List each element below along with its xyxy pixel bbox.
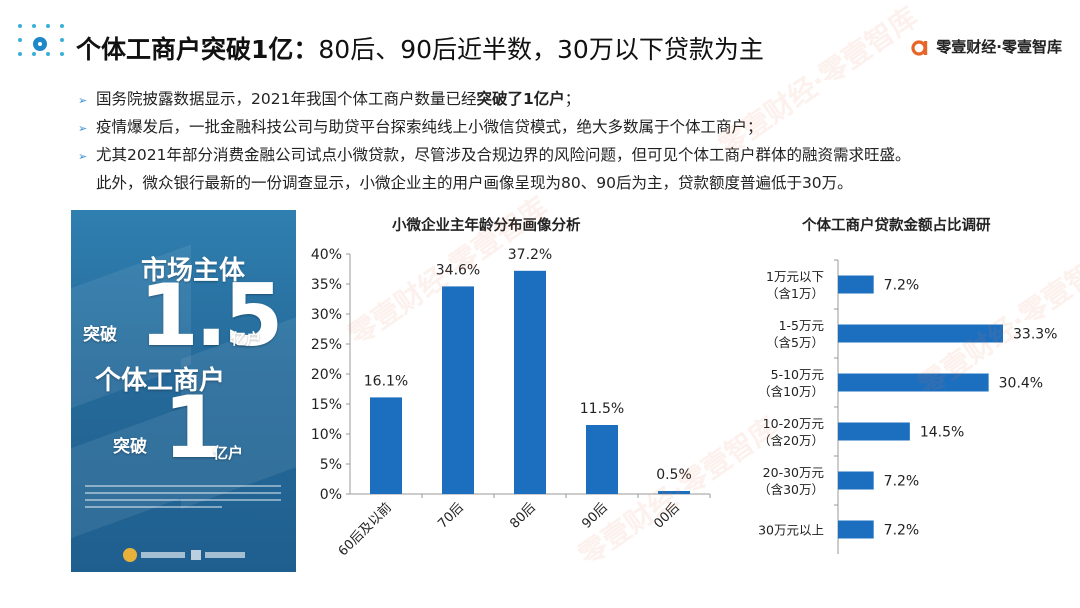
bullet-text-pre: 国务院披露数据显示，2021年我国个体工商户数量已经 [96, 90, 477, 108]
y-tick-label: 15% [311, 397, 342, 413]
arrow-bullet-icon: ➢ [78, 122, 88, 135]
y-tick-label: （含20万） [758, 433, 824, 448]
bullet-list: ➢ 国务院披露数据显示，2021年我国个体工商户数量已经突破了1亿户； ➢ 疫情… [78, 86, 1068, 197]
chart2-title: 个体工商户贷款金额占比调研 [802, 218, 991, 234]
data-label: 34.6% [436, 262, 480, 278]
bar [442, 286, 474, 494]
y-tick-label: 20% [311, 367, 342, 383]
decorative-dot [60, 52, 64, 56]
bullet-item: ➢ 疫情爆发后，一批金融科技公司与助贷平台探索纯线上小微信贷模式，绝大多数属于个… [78, 114, 1068, 142]
y-tick-label: （含30万） [758, 482, 824, 497]
bullet-text-bold: 突破了1亿户 [476, 90, 565, 108]
bar [838, 520, 874, 539]
poster-line1: 市场主体 [141, 256, 246, 286]
x-tick-label: 90后 [579, 500, 610, 531]
data-label: 7.2% [884, 523, 920, 539]
bullet-item: ➢ 国务院披露数据显示，2021年我国个体工商户数量已经突破了1亿户； [78, 86, 1068, 114]
title-bold: 个体工商户突破1亿： [76, 35, 319, 64]
y-tick-label: 40% [311, 247, 342, 263]
data-label: 14.5% [920, 425, 964, 441]
y-tick-label: 10-20万元 [763, 416, 824, 431]
bullet-text: 国务院披露数据显示，2021年我国个体工商户数量已经突破了1亿户； [96, 86, 580, 113]
y-tick-label: 5% [320, 457, 342, 473]
bar [370, 397, 402, 494]
y-tick-label: 5-10万元 [771, 367, 824, 382]
brand: 零壹财经·零壹智库 [910, 36, 1062, 57]
brand-logo-icon [911, 39, 928, 56]
bar [838, 324, 1003, 343]
bar [838, 422, 910, 441]
y-tick-label: （含10万） [758, 384, 824, 399]
bullet-text: 疫情爆发后，一批金融科技公司与助贷平台探索纯线上小微信贷模式，绝大多数属于个体工… [96, 118, 763, 136]
bullet-text: 尤其2021年部分消费金融公司试点小微贷款，尽管涉及合规边界的风险问题，但可见个… [96, 146, 911, 164]
bullet-continuation: 此外，微众银行最新的一份调查显示，小微企业主的用户画像呈现为80、90后为主，贷… [96, 174, 853, 192]
brand-name: 零壹财经·零壹智库 [936, 38, 1062, 56]
y-tick-label: 30% [311, 307, 342, 323]
bar [838, 373, 989, 392]
data-label: 7.2% [884, 278, 920, 294]
y-tick-label: 30万元以上 [758, 523, 824, 538]
decorative-dot [46, 24, 50, 28]
bar [838, 275, 874, 294]
bar [586, 425, 618, 494]
bar [514, 270, 546, 494]
decorative-dot [60, 24, 64, 28]
y-tick-label: 25% [311, 337, 342, 353]
decorative-dot [32, 24, 36, 28]
bullet-item: ➢ 尤其2021年部分消费金融公司试点小微贷款，尽管涉及合规边界的风险问题，但可… [78, 142, 1068, 170]
y-tick-label: 1-5万元 [779, 318, 824, 333]
loan-amount-chart: 7.2% 1万元以下 （含1万） 33.3% 1-5万元 （含5万） 30.4% 5-10万元… [758, 259, 1057, 554]
data-label: 33.3% [1013, 327, 1057, 343]
x-tick-label: 70后 [435, 500, 466, 531]
y-tick-label: 10% [311, 427, 342, 443]
y-tick-label: 35% [311, 277, 342, 293]
data-label: 7.2% [884, 474, 920, 490]
poster-num2: 1 [163, 378, 223, 478]
poster-logo-text [205, 552, 245, 558]
gov-emblem-icon [123, 548, 137, 562]
data-label: 30.4% [999, 376, 1043, 392]
app-logo-icon [191, 550, 201, 560]
poster-pre1: 突破 [83, 325, 117, 345]
arrow-bullet-icon: ➢ [78, 150, 88, 163]
chart1-title: 小微企业主年龄分布画像分析 [392, 218, 581, 234]
bar [658, 491, 690, 494]
x-tick-label: 00后 [651, 500, 682, 531]
decorative-dot [18, 52, 22, 56]
page-title: 个体工商户突破1亿：80后、90后近半数，30万以下贷款为主 [76, 30, 764, 66]
data-label: 11.5% [580, 401, 624, 417]
decorative-dot [32, 52, 36, 56]
decorative-dot [46, 52, 50, 56]
age-distribution-chart: 0% 5% 10% 15% 20% 25% 30% 35% 40% 16.1% 60后及以前 34.6… [311, 247, 711, 560]
data-label: 16.1% [364, 373, 408, 389]
poster-pre2: 突破 [113, 437, 147, 457]
y-tick-label: 1万元以下 [766, 269, 824, 284]
poster-logo-text [141, 552, 185, 558]
y-tick-label: 0% [320, 487, 342, 503]
decorative-dots [18, 24, 70, 64]
bar [838, 471, 874, 490]
bullet-text-post: ； [564, 90, 581, 108]
poster-line2: 个体工商户 [95, 366, 226, 396]
poster-image: 市场主体 1.5 突破 亿户 个体工商户 1 突破 亿户 [71, 210, 296, 572]
decorative-dot [60, 38, 64, 42]
poster-fine-print [85, 480, 281, 530]
y-tick-label: 20-30万元 [763, 465, 824, 480]
data-label: 0.5% [656, 467, 692, 483]
title-bullet-icon [33, 37, 47, 51]
x-tick-label: 80后 [507, 500, 538, 531]
decorative-dot [18, 38, 22, 42]
decorative-dot [18, 24, 22, 28]
y-tick-label: （含1万） [766, 286, 824, 301]
x-tick-label: 60后及以前 [335, 500, 395, 560]
data-label: 37.2% [508, 247, 552, 263]
title-rest: 80后、90后近半数，30万以下贷款为主 [318, 35, 764, 64]
poster-unit2: 亿户 [213, 444, 244, 462]
poster-unit1: 亿户 [231, 330, 262, 348]
poster-num1: 1.5 [139, 266, 283, 366]
y-tick-label: （含5万） [766, 335, 824, 350]
arrow-bullet-icon: ➢ [78, 94, 88, 107]
